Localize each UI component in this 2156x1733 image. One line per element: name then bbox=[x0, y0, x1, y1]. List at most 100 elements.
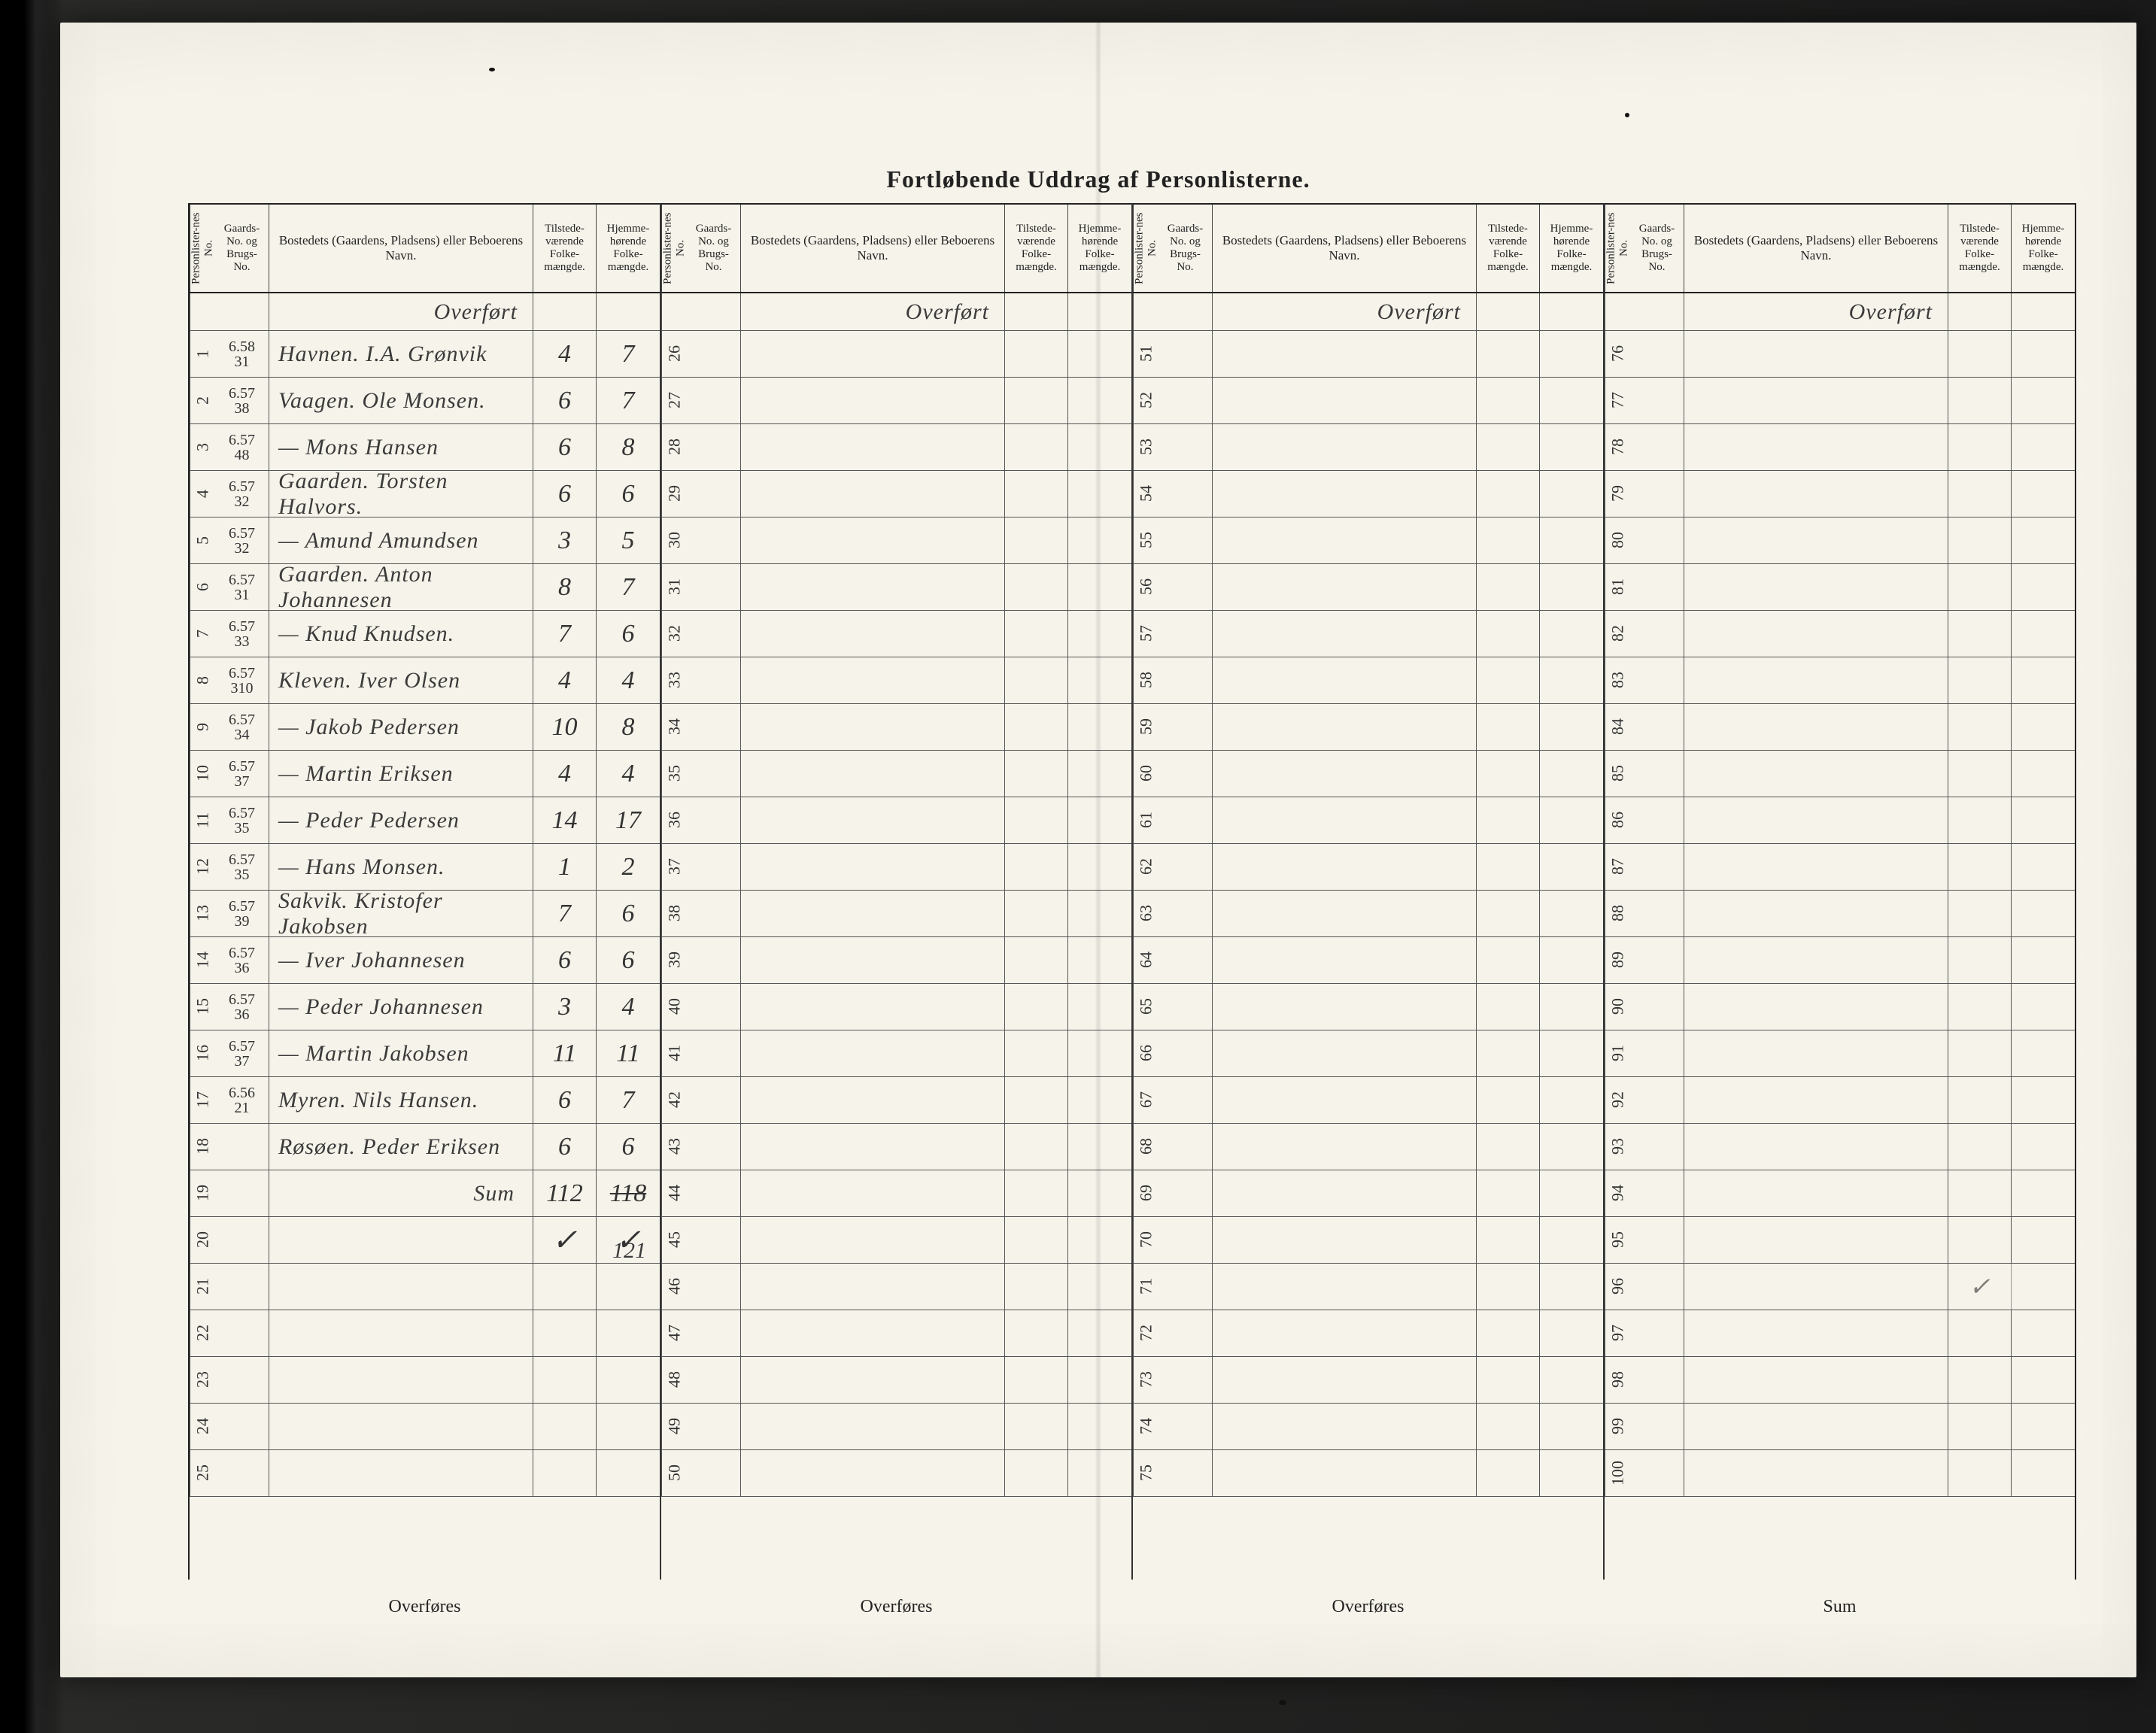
cell-gaards-no bbox=[1630, 704, 1684, 750]
col-gaards-no: Gaards-No. og Brugs-No. bbox=[1158, 205, 1213, 292]
cell-bosted-name bbox=[1213, 1310, 1477, 1356]
cell-hjemme: 11 bbox=[597, 1030, 660, 1076]
cell-gaards-no bbox=[215, 1124, 269, 1170]
table-row: 76.5733— Knud Knudsen.76 bbox=[190, 611, 660, 657]
table-row: 65 bbox=[1133, 984, 1603, 1030]
cell-bosted-name bbox=[1684, 704, 1948, 750]
rows-block-3: Overført51525354555657585960616263646566… bbox=[1133, 293, 1603, 1497]
col-personlister-no: Personlister-nes No. bbox=[1133, 205, 1158, 292]
cell-tilstede bbox=[1948, 517, 2012, 563]
speck bbox=[1279, 1700, 1286, 1705]
cell-bosted-name bbox=[741, 844, 1005, 890]
cell-tilstede bbox=[1948, 1450, 2012, 1496]
cell-tilstede bbox=[1477, 471, 1540, 517]
cell-tilstede bbox=[1477, 378, 1540, 423]
cell-personlister-no: 5 bbox=[190, 517, 215, 563]
cell-bosted-name bbox=[1684, 1450, 1948, 1496]
cell-personlister-no: 76 bbox=[1605, 331, 1630, 377]
cell-personlister-no: 34 bbox=[661, 704, 687, 750]
cell-hjemme bbox=[2012, 844, 2075, 890]
cell-bosted-name bbox=[1213, 937, 1477, 983]
cell-gaards-no bbox=[1158, 1404, 1213, 1449]
table-row: 64 bbox=[1133, 937, 1603, 984]
cell-tilstede bbox=[1948, 471, 2012, 517]
cell-personlister-no: 78 bbox=[1605, 424, 1630, 470]
cell-gaards-no bbox=[1158, 471, 1213, 517]
cell-bosted-name bbox=[1684, 517, 1948, 563]
col-gaards-no: Gaards-No. og Brugs-No. bbox=[687, 205, 741, 292]
cell-hjemme bbox=[2012, 564, 2075, 610]
cell-hjemme bbox=[1068, 1170, 1131, 1216]
col-bosted: Bostedets (Gaardens, Pladsens) eller Beb… bbox=[741, 205, 1005, 292]
table-row: 54 bbox=[1133, 471, 1603, 517]
overfort-row: Overført bbox=[1133, 293, 1603, 331]
cell-bosted-name bbox=[1684, 797, 1948, 843]
cell-gaards-no bbox=[1630, 378, 1684, 423]
cell-personlister-no: 1 bbox=[190, 331, 215, 377]
cell-bosted-name bbox=[269, 1264, 533, 1310]
cell-tilstede bbox=[1948, 378, 2012, 423]
cell-personlister-no: 46 bbox=[661, 1264, 687, 1310]
cell-bosted-name bbox=[1684, 751, 1948, 797]
cell-gaards-no bbox=[687, 797, 741, 843]
cell-personlister-no: 57 bbox=[1133, 611, 1158, 657]
table-row: 20✓✓ bbox=[190, 1217, 660, 1264]
cell-gaards-no bbox=[215, 1310, 269, 1356]
cell-personlister-no: 90 bbox=[1605, 984, 1630, 1030]
col-personlister-no: Personlister-nes No. bbox=[190, 205, 215, 292]
cell-gaards-no: 6.5621 bbox=[215, 1077, 269, 1123]
cell-gaards-no: 6.5734 bbox=[215, 704, 269, 750]
cell-tilstede bbox=[1005, 293, 1068, 330]
cell-gaards-no: 6.5737 bbox=[215, 1030, 269, 1076]
table-row: 166.5737— Martin Jakobsen1111 bbox=[190, 1030, 660, 1077]
cell-bosted-name bbox=[1213, 1077, 1477, 1123]
cell-personlister-no: 88 bbox=[1605, 891, 1630, 936]
cell-hjemme bbox=[2012, 293, 2075, 330]
cell-bosted-name bbox=[1684, 1310, 1948, 1356]
cell-hjemme bbox=[2012, 1124, 2075, 1170]
cell-gaards-no bbox=[1158, 937, 1213, 983]
overfort-row: Overført bbox=[1605, 293, 2075, 331]
cell-hjemme bbox=[1068, 293, 1131, 330]
cell-bosted-name bbox=[741, 704, 1005, 750]
cell-gaards-no bbox=[1158, 797, 1213, 843]
cell-personlister-no: 65 bbox=[1133, 984, 1158, 1030]
cell-personlister-no: 56 bbox=[1133, 564, 1158, 610]
cell-bosted-name bbox=[1684, 1357, 1948, 1403]
table-row: 106.5737— Martin Eriksen44 bbox=[190, 751, 660, 797]
table-row: 43 bbox=[661, 1124, 1131, 1170]
cell-personlister-no: 38 bbox=[661, 891, 687, 936]
cell-personlister-no: 62 bbox=[1133, 844, 1158, 890]
block-footer: Sum bbox=[1605, 1597, 2075, 1617]
cell-personlister-no: 100 bbox=[1605, 1450, 1630, 1496]
cell-hjemme bbox=[1068, 1217, 1131, 1263]
cell-tilstede: ✓ bbox=[1948, 1264, 2012, 1310]
table-row: 56.5732— Amund Amundsen35 bbox=[190, 517, 660, 564]
cell-tilstede bbox=[533, 293, 597, 330]
ledger-block-1: Personlister-nes No. Gaards-No. og Brugs… bbox=[188, 203, 660, 1580]
cell-hjemme bbox=[1540, 293, 1603, 330]
cell-hjemme bbox=[1540, 797, 1603, 843]
cell-gaards-no bbox=[687, 1357, 741, 1403]
cell-personlister-no: 67 bbox=[1133, 1077, 1158, 1123]
cell-bosted-name bbox=[1684, 984, 1948, 1030]
cell-hjemme bbox=[2012, 424, 2075, 470]
cell-hjemme bbox=[1068, 424, 1131, 470]
cell-tilstede bbox=[1005, 1170, 1068, 1216]
table-row: 156.5736— Peder Johannesen34 bbox=[190, 984, 660, 1030]
cell-tilstede bbox=[1948, 1404, 2012, 1449]
table-row: 86 bbox=[1605, 797, 2075, 844]
table-row: 73 bbox=[1133, 1357, 1603, 1404]
cell-hjemme bbox=[2012, 611, 2075, 657]
cell-tilstede bbox=[1948, 331, 2012, 377]
cell-personlister-no bbox=[190, 293, 215, 330]
cell-gaards-no: 6.5739 bbox=[215, 891, 269, 936]
cell-tilstede bbox=[533, 1264, 597, 1310]
cell-hjemme bbox=[2012, 891, 2075, 936]
cell-hjemme: 2 bbox=[597, 844, 660, 890]
table-row: 85 bbox=[1605, 751, 2075, 797]
cell-gaards-no bbox=[1630, 797, 1684, 843]
cell-hjemme: 4 bbox=[597, 657, 660, 703]
cell-bosted-name bbox=[1684, 937, 1948, 983]
cell-bosted-name bbox=[741, 517, 1005, 563]
